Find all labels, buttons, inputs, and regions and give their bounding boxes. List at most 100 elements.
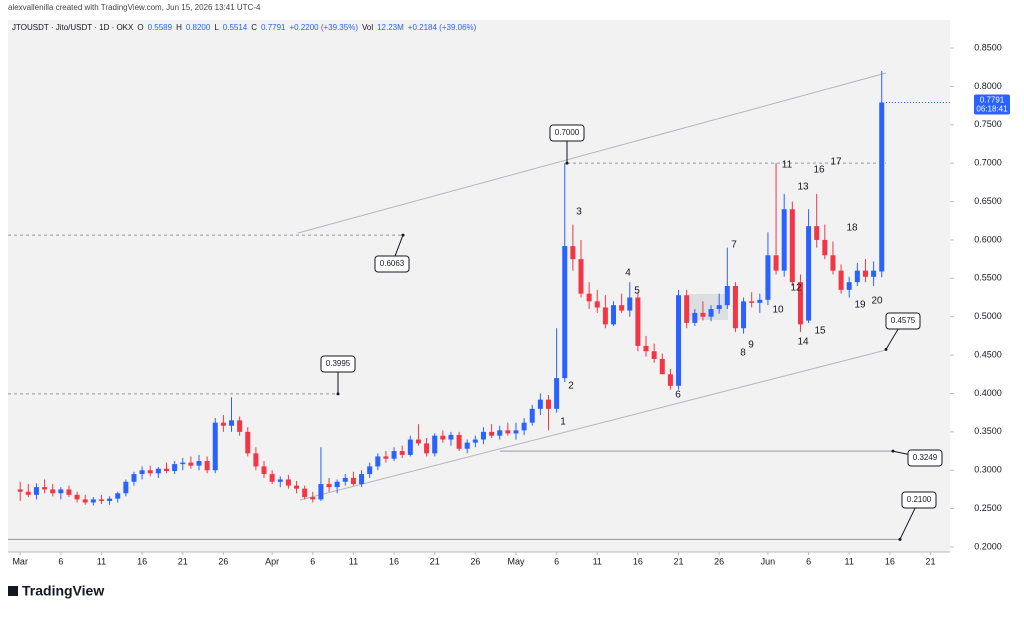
y-tick-label: 0.3500 <box>974 426 1002 436</box>
candle-body <box>294 485 300 489</box>
wave-label: 17 <box>830 157 842 168</box>
brand: TradingView <box>22 583 104 599</box>
candle-body <box>749 301 755 303</box>
callout-label: 0.6063 <box>380 259 405 268</box>
ohlc-value: 0.8200 <box>186 23 211 32</box>
candle-body <box>66 489 72 495</box>
candle-body <box>814 226 820 240</box>
ohlc-label: O <box>137 23 143 32</box>
candle-body <box>627 297 633 311</box>
wave-label: 3 <box>576 207 582 218</box>
candle-body <box>155 468 161 474</box>
x-tick-label: 6 <box>806 556 811 566</box>
ohlc-value: 0.5514 <box>223 23 248 32</box>
candle-body <box>635 297 641 346</box>
candle-body <box>107 498 113 501</box>
candle-body <box>334 481 340 488</box>
lower-trendline <box>299 349 887 501</box>
candle-body <box>667 374 673 386</box>
y-tick-label: 0.2500 <box>974 503 1002 513</box>
brand-logo: TradingView <box>8 583 104 599</box>
candle-body <box>424 443 430 454</box>
wave-label: 5 <box>634 286 640 297</box>
candle-body <box>188 462 194 466</box>
callout-point <box>336 392 340 396</box>
candle-body <box>586 293 592 302</box>
wave-label: 6 <box>675 390 681 401</box>
candle-body <box>797 282 803 325</box>
x-tick-label: Jun <box>761 556 776 566</box>
candle-body <box>196 461 202 466</box>
candle-body <box>716 305 722 310</box>
last-price-badge <box>974 94 1010 115</box>
y-tick-label: 0.6500 <box>974 196 1002 206</box>
candle-body <box>659 358 665 375</box>
volume-label: Vol <box>362 23 373 32</box>
candle-body <box>562 246 568 379</box>
countdown: 06:18:41 <box>976 105 1008 114</box>
wave-label: 20 <box>871 296 883 307</box>
candle-body <box>724 286 730 306</box>
wave-label: 8 <box>740 348 746 359</box>
x-tick-label: 26 <box>470 556 480 566</box>
callout-label: 0.3249 <box>913 453 938 462</box>
candle-body <box>692 312 698 323</box>
candle-body <box>90 499 96 503</box>
candle-body <box>310 497 316 500</box>
y-tick-label: 0.6000 <box>974 234 1002 244</box>
wave-label: 14 <box>797 337 809 348</box>
candle-body <box>611 305 617 325</box>
callout-point <box>401 233 405 237</box>
callout-box <box>901 491 937 509</box>
candle-body <box>212 422 218 471</box>
candle-body <box>74 494 80 500</box>
x-tick-label: 11 <box>349 556 358 566</box>
y-tick-label: 0.8500 <box>974 42 1002 52</box>
candle-body <box>399 451 405 455</box>
callout-box <box>320 355 356 373</box>
x-tick-label: May <box>507 556 525 566</box>
candle-body <box>570 246 576 260</box>
callout-box <box>907 449 943 467</box>
candle-body <box>147 470 153 474</box>
wave-label: 10 <box>772 305 784 316</box>
candle-body <box>359 474 365 485</box>
y-tick-label: 0.4500 <box>974 349 1002 359</box>
wave-label: 16 <box>813 165 825 176</box>
x-tick-label: 16 <box>633 556 643 566</box>
candle-body <box>82 499 88 503</box>
candle-body <box>871 270 877 277</box>
candle-body <box>806 226 812 321</box>
candle-body <box>432 435 438 454</box>
candle-body <box>773 255 779 271</box>
wave-label: 11 <box>782 160 793 171</box>
y-tick-label: 0.7000 <box>974 158 1002 168</box>
x-tick-label: 6 <box>58 556 63 566</box>
symbol: JTOUSDT · Jito/USDT · 1D · OKX <box>12 23 134 32</box>
candle-body <box>415 439 421 444</box>
wave-label: 15 <box>814 326 826 337</box>
x-tick-label: Apr <box>265 556 279 566</box>
candle-body <box>58 489 64 494</box>
wave-label: 18 <box>846 223 858 234</box>
x-tick-label: 16 <box>389 556 399 566</box>
y-tick-label: 0.8000 <box>974 81 1002 91</box>
candle-body <box>261 466 267 475</box>
x-tick-label: 6 <box>310 556 315 566</box>
wave-label: 13 <box>797 182 809 193</box>
candle-body <box>838 270 844 290</box>
candle-body <box>367 466 373 475</box>
candle-body <box>163 468 169 472</box>
candle-body <box>342 477 348 482</box>
callout-label: 0.4575 <box>891 316 916 325</box>
candle-body <box>220 422 226 426</box>
candle-body <box>245 431 251 454</box>
candle-body <box>269 474 275 482</box>
candle-body <box>879 102 885 272</box>
candle-body <box>33 487 39 495</box>
candle-body <box>285 479 291 486</box>
y-tick-label: 0.2000 <box>974 541 1002 551</box>
upper-trendline <box>297 72 887 234</box>
candle-body <box>50 489 56 494</box>
